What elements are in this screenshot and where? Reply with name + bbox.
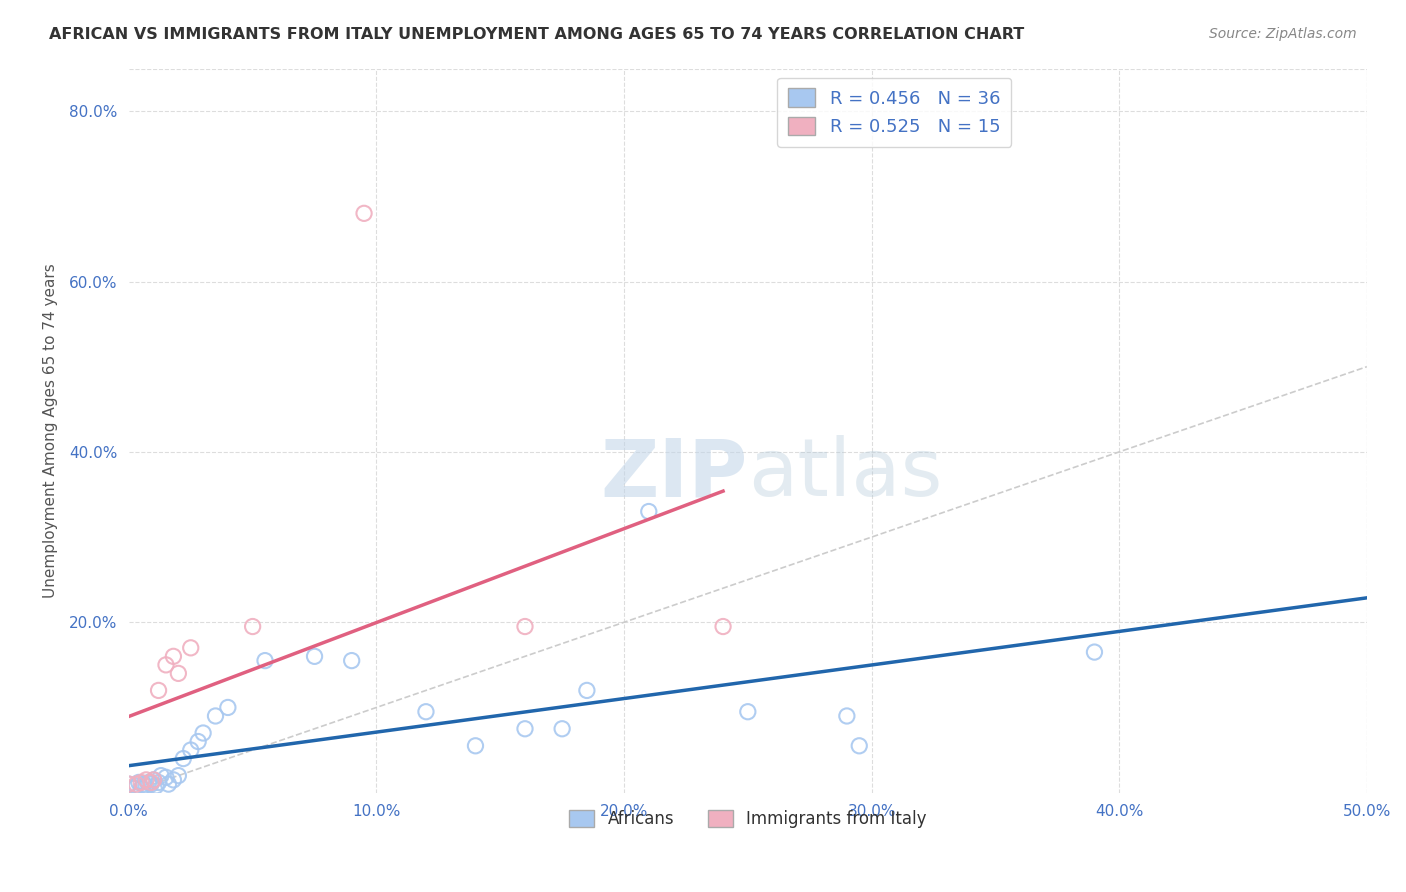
Point: [551, 722, 574, 736]
Point: [142, 772, 165, 787]
Point: [129, 781, 152, 796]
Point: [415, 705, 437, 719]
Point: [513, 619, 536, 633]
Point: [155, 770, 177, 784]
Point: [139, 775, 162, 789]
Point: [148, 775, 170, 789]
Point: [242, 619, 264, 633]
Point: [353, 206, 375, 220]
Point: [167, 769, 190, 783]
Point: [513, 722, 536, 736]
Point: [135, 772, 157, 787]
Point: [155, 657, 177, 672]
Point: [180, 640, 202, 655]
Point: [145, 779, 167, 793]
Point: [204, 709, 226, 723]
Point: [304, 649, 326, 664]
Point: [172, 751, 194, 765]
Point: [637, 504, 659, 518]
Point: [162, 649, 184, 664]
Point: [122, 781, 145, 796]
Point: [217, 700, 239, 714]
Point: [1083, 645, 1105, 659]
Point: [150, 769, 173, 783]
Point: [118, 777, 141, 791]
Point: [157, 777, 180, 791]
Point: [835, 709, 858, 723]
Point: [142, 772, 165, 787]
Text: atlas: atlas: [748, 435, 942, 513]
Point: [162, 772, 184, 787]
Point: [128, 775, 150, 789]
Point: [135, 779, 157, 793]
Point: [167, 666, 190, 681]
Point: [340, 654, 363, 668]
Point: [132, 777, 155, 791]
Point: [464, 739, 486, 753]
Point: [118, 777, 141, 791]
Point: [187, 734, 209, 748]
Point: [129, 775, 152, 789]
Point: [138, 775, 160, 789]
Legend: Africans, Immigrants from Italy: Africans, Immigrants from Italy: [562, 804, 934, 835]
Point: [575, 683, 598, 698]
Text: ZIP: ZIP: [600, 435, 748, 513]
Point: [191, 726, 214, 740]
Y-axis label: Unemployment Among Ages 65 to 74 years: Unemployment Among Ages 65 to 74 years: [44, 263, 58, 598]
Text: AFRICAN VS IMMIGRANTS FROM ITALY UNEMPLOYMENT AMONG AGES 65 TO 74 YEARS CORRELAT: AFRICAN VS IMMIGRANTS FROM ITALY UNEMPLO…: [49, 27, 1025, 42]
Point: [848, 739, 870, 753]
Point: [737, 705, 759, 719]
Point: [711, 619, 734, 633]
Point: [125, 777, 148, 791]
Point: [253, 654, 276, 668]
Point: [180, 743, 202, 757]
Point: [125, 779, 148, 793]
Point: [148, 683, 170, 698]
Point: [139, 777, 162, 791]
Text: Source: ZipAtlas.com: Source: ZipAtlas.com: [1209, 27, 1357, 41]
